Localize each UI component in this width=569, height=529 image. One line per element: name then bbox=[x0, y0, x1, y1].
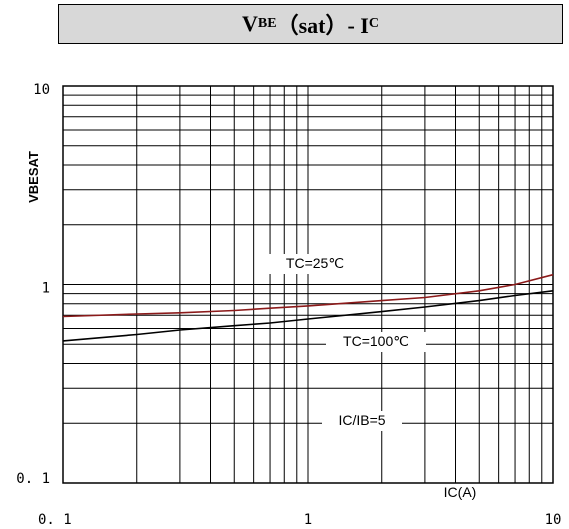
title-mid: （sat）- I bbox=[276, 13, 369, 38]
title-sub-c: C bbox=[368, 16, 379, 31]
annotation-ic-ib: IC/IB=5 bbox=[338, 412, 385, 428]
tick-labels: 0. 1 1 10 10 1 0. 1 bbox=[16, 82, 561, 528]
y-axis-label: VBESAT bbox=[26, 151, 41, 203]
x-axis-label: IC(A) bbox=[444, 484, 477, 500]
annotation-tc100: TC=100℃ bbox=[343, 333, 409, 349]
grid bbox=[62, 85, 554, 484]
series-group bbox=[62, 273, 554, 342]
y-tick-label: 0. 1 bbox=[16, 471, 50, 487]
series-line-tc25 bbox=[62, 273, 554, 318]
title-v: V bbox=[242, 11, 258, 36]
x-tick-label: 1 bbox=[304, 512, 312, 528]
annotation-tc100-bg bbox=[326, 332, 426, 352]
annotation-tc25-bg bbox=[269, 254, 361, 274]
x-tick-label: 0. 1 bbox=[38, 512, 72, 528]
annotation-ic-ib-bg bbox=[322, 411, 402, 431]
series-line-tc100 bbox=[62, 290, 554, 342]
y-tick-label: 10 bbox=[33, 82, 50, 98]
x-tick-label: 10 bbox=[545, 512, 562, 528]
annotation-tc25: TC=25℃ bbox=[286, 255, 344, 271]
y-tick-label: 1 bbox=[42, 281, 50, 297]
annotations: TC=25℃ TC=100℃ IC/IB=5 bbox=[269, 254, 426, 431]
plot-border bbox=[62, 85, 554, 484]
title-sub-be: BE bbox=[257, 16, 277, 31]
